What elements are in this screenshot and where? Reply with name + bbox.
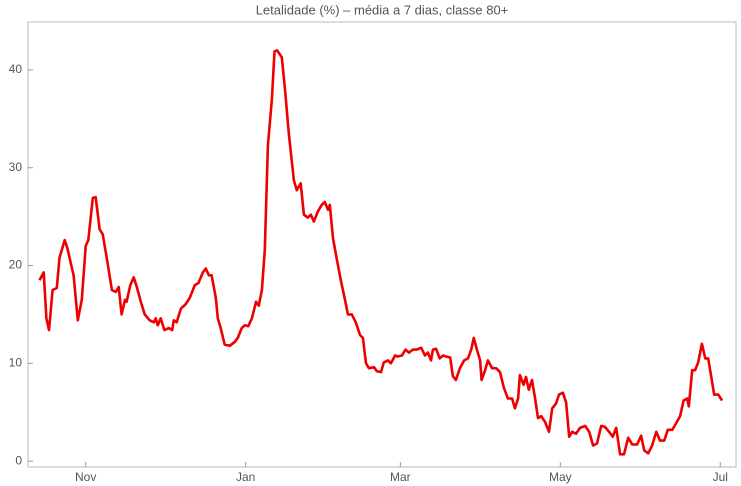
y-tick-label: 10	[9, 356, 23, 370]
x-tick-label: Mar	[390, 470, 411, 484]
data-line	[38, 49, 724, 456]
y-tick-label: 20	[9, 258, 23, 272]
x-tick-label: Jan	[236, 470, 255, 484]
x-tick-label: May	[549, 470, 572, 484]
y-tick-label: 30	[9, 160, 23, 174]
y-tick-label: 40	[9, 62, 23, 76]
chart-title: Letalidade (%) – média a 7 dias, classe …	[256, 2, 509, 17]
y-tick-label: 0	[15, 453, 22, 467]
x-tick-label: Jul	[713, 470, 728, 484]
x-tick-label: Nov	[75, 470, 96, 484]
plot-frame	[27, 21, 737, 468]
